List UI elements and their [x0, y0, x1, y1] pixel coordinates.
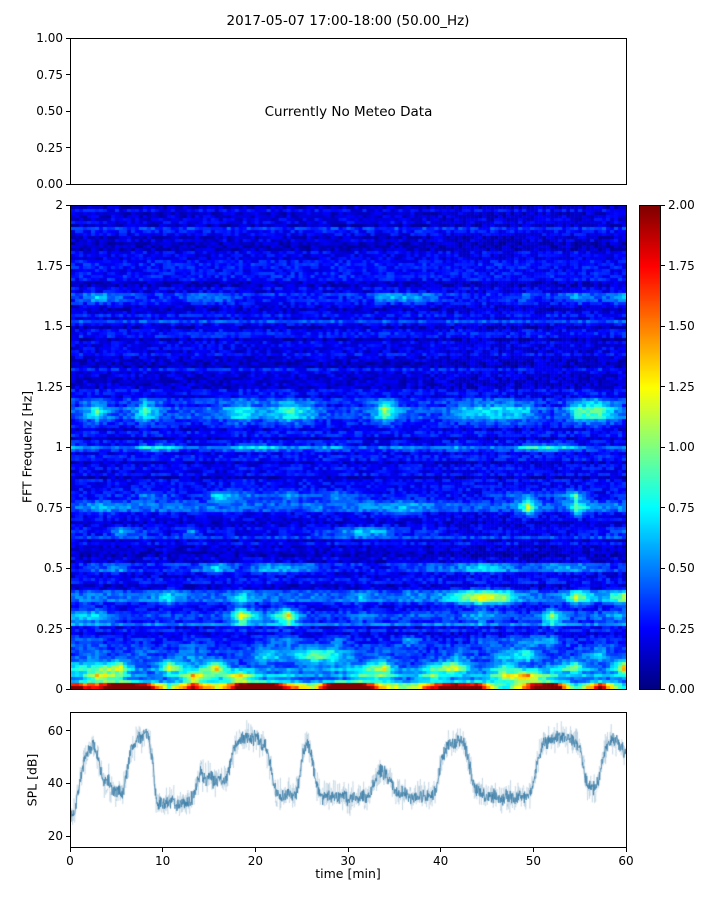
- tick-mark: [66, 730, 70, 732]
- freq-ytick-label: 0.25: [36, 621, 63, 636]
- tick-mark: [66, 325, 70, 327]
- tick-mark: [66, 782, 70, 784]
- freq-ytick-label: 0.75: [36, 500, 63, 515]
- spectrogram-panel: [70, 205, 627, 690]
- tick-mark: [66, 147, 70, 148]
- tick-mark: [66, 446, 70, 448]
- time-xtick-label: 10: [155, 854, 171, 868]
- tick-mark: [532, 848, 534, 852]
- meteo-ytick-label: 0.50: [36, 104, 63, 118]
- freq-ytick-label: 0: [55, 682, 63, 696]
- tick-mark: [66, 110, 70, 112]
- spl-ytick-label: 20: [47, 829, 63, 844]
- tick-mark: [66, 507, 70, 508]
- tick-mark: [66, 204, 70, 206]
- colorbar-tick-label: 1.75: [668, 258, 695, 273]
- spl-ytick-label: 40: [47, 776, 63, 791]
- colorbar-tick-label: 0.75: [668, 500, 695, 515]
- colorbar-tick-label: 1.00: [668, 440, 695, 454]
- meteo-ytick-label: 0.00: [36, 177, 63, 191]
- tick-mark: [661, 386, 665, 387]
- time-xtick-label: 30: [340, 854, 356, 868]
- colorbar: [639, 205, 661, 690]
- colorbar-tick-label: 0.00: [668, 682, 695, 696]
- freq-ytick-label: 2: [55, 198, 63, 212]
- meteo-ytick-label: 0.75: [36, 67, 63, 82]
- spl-ytick-label: 60: [47, 723, 63, 738]
- spectrogram-image: [71, 206, 626, 689]
- tick-mark: [66, 386, 70, 387]
- tick-mark: [661, 204, 665, 206]
- freq-ytick-label: 1: [55, 440, 63, 454]
- tick-mark: [661, 325, 665, 327]
- tick-mark: [162, 848, 164, 852]
- time-xtick-label: 20: [247, 854, 263, 868]
- tick-mark: [69, 848, 71, 852]
- time-xtick-label: 40: [433, 854, 449, 868]
- meteo-panel: Currently No Meteo Data: [70, 38, 627, 185]
- tick-mark: [661, 688, 665, 690]
- tick-mark: [661, 567, 665, 569]
- tick-mark: [347, 848, 349, 852]
- colorbar-tick-label: 0.50: [668, 561, 695, 575]
- tick-mark: [66, 265, 70, 266]
- no-meteo-data-text: Currently No Meteo Data: [264, 103, 433, 120]
- tick-mark: [625, 848, 627, 852]
- tick-mark: [66, 688, 70, 690]
- tick-mark: [66, 37, 70, 39]
- tick-mark: [661, 507, 665, 508]
- tick-mark: [66, 183, 70, 185]
- time-xtick-label: 50: [525, 854, 541, 868]
- tick-mark: [661, 628, 665, 629]
- freq-ytick-label: 1.5: [43, 319, 63, 333]
- colorbar-tick-label: 2.00: [668, 198, 695, 212]
- time-xtick-label: 60: [618, 854, 634, 868]
- time-xtick-label: 0: [66, 854, 74, 868]
- tick-mark: [66, 74, 70, 75]
- tick-mark: [66, 567, 70, 569]
- chart-title: 2017-05-07 17:00-18:00 (50.00_Hz): [226, 13, 470, 29]
- colorbar-tick-label: 1.25: [668, 379, 695, 394]
- tick-mark: [661, 265, 665, 266]
- tick-mark: [66, 628, 70, 629]
- colorbar-tick-label: 1.50: [668, 319, 695, 333]
- tick-mark: [440, 848, 442, 852]
- tick-mark: [661, 446, 665, 448]
- colorbar-gradient: [640, 206, 660, 689]
- freq-ytick-label: 1.75: [36, 258, 63, 273]
- meteo-ytick-label: 0.25: [36, 140, 63, 155]
- freq-ytick-label: 0.5: [43, 561, 63, 575]
- tick-mark: [66, 835, 70, 837]
- meteo-ytick-label: 1.00: [36, 31, 63, 45]
- freq-ytick-label: 1.25: [36, 379, 63, 394]
- tick-mark: [254, 848, 256, 852]
- colorbar-tick-label: 0.25: [668, 621, 695, 636]
- spl-panel: [70, 712, 627, 848]
- time-xlabel: time [min]: [315, 866, 381, 881]
- spl-line-chart: [71, 713, 626, 847]
